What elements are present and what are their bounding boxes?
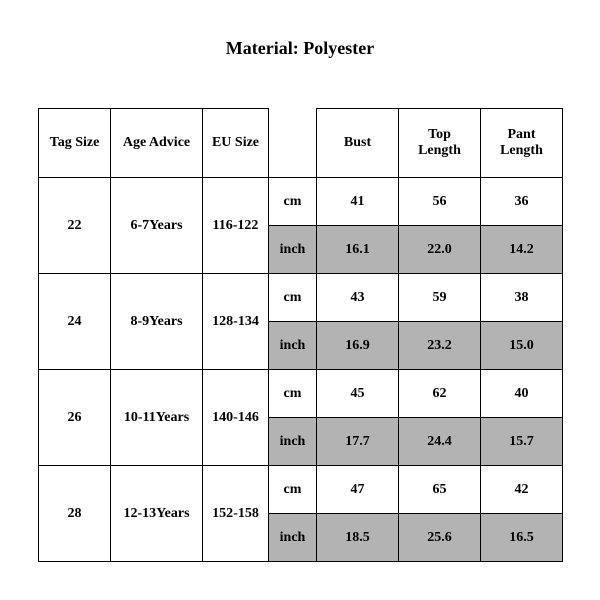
cell-tag: 28	[39, 466, 111, 562]
table-header-row: Tag Size Age Advice EU Size Bust TopLeng…	[39, 109, 563, 178]
cell-pant-cm: 40	[481, 370, 563, 418]
cell-pant-cm: 42	[481, 466, 563, 514]
cell-unit-cm: cm	[269, 274, 317, 322]
cell-bust-cm: 43	[317, 274, 399, 322]
table-row: 2610-11Years140-146cm456240	[39, 370, 563, 418]
cell-unit-cm: cm	[269, 466, 317, 514]
size-chart-table: Tag Size Age Advice EU Size Bust TopLeng…	[38, 108, 563, 562]
col-pant-length: PantLength	[481, 109, 563, 178]
col-eu-size: EU Size	[203, 109, 269, 178]
cell-top-inch: 24.4	[399, 418, 481, 466]
cell-unit-inch: inch	[269, 322, 317, 370]
cell-bust-cm: 45	[317, 370, 399, 418]
table-row: 226-7Years116-122cm415636	[39, 178, 563, 226]
cell-pant-inch: 14.2	[481, 226, 563, 274]
cell-top-cm: 65	[399, 466, 481, 514]
cell-unit-inch: inch	[269, 514, 317, 562]
cell-pant-inch: 15.7	[481, 418, 563, 466]
material-title: Material: Polyester	[0, 38, 600, 59]
cell-top-cm: 62	[399, 370, 481, 418]
cell-unit-inch: inch	[269, 226, 317, 274]
cell-tag: 22	[39, 178, 111, 274]
cell-unit-cm: cm	[269, 178, 317, 226]
col-tag-size: Tag Size	[39, 109, 111, 178]
cell-unit-cm: cm	[269, 370, 317, 418]
cell-top-inch: 23.2	[399, 322, 481, 370]
table-row: 2812-13Years152-158cm476542	[39, 466, 563, 514]
cell-unit-inch: inch	[269, 418, 317, 466]
cell-bust-cm: 47	[317, 466, 399, 514]
cell-tag: 24	[39, 274, 111, 370]
cell-age: 8-9Years	[111, 274, 203, 370]
cell-bust-cm: 41	[317, 178, 399, 226]
cell-eu: 140-146	[203, 370, 269, 466]
cell-bust-inch: 16.1	[317, 226, 399, 274]
cell-eu: 128-134	[203, 274, 269, 370]
cell-pant-inch: 16.5	[481, 514, 563, 562]
cell-age: 6-7Years	[111, 178, 203, 274]
table-row: 248-9Years128-134cm435938	[39, 274, 563, 322]
cell-eu: 152-158	[203, 466, 269, 562]
cell-top-inch: 25.6	[399, 514, 481, 562]
cell-bust-inch: 18.5	[317, 514, 399, 562]
col-top-length: TopLength	[399, 109, 481, 178]
col-age-advice: Age Advice	[111, 109, 203, 178]
cell-bust-inch: 17.7	[317, 418, 399, 466]
cell-bust-inch: 16.9	[317, 322, 399, 370]
col-unit	[269, 109, 317, 178]
col-bust: Bust	[317, 109, 399, 178]
cell-top-cm: 59	[399, 274, 481, 322]
cell-top-cm: 56	[399, 178, 481, 226]
cell-pant-cm: 38	[481, 274, 563, 322]
cell-top-inch: 22.0	[399, 226, 481, 274]
cell-age: 10-11Years	[111, 370, 203, 466]
cell-eu: 116-122	[203, 178, 269, 274]
cell-tag: 26	[39, 370, 111, 466]
cell-age: 12-13Years	[111, 466, 203, 562]
cell-pant-cm: 36	[481, 178, 563, 226]
cell-pant-inch: 15.0	[481, 322, 563, 370]
